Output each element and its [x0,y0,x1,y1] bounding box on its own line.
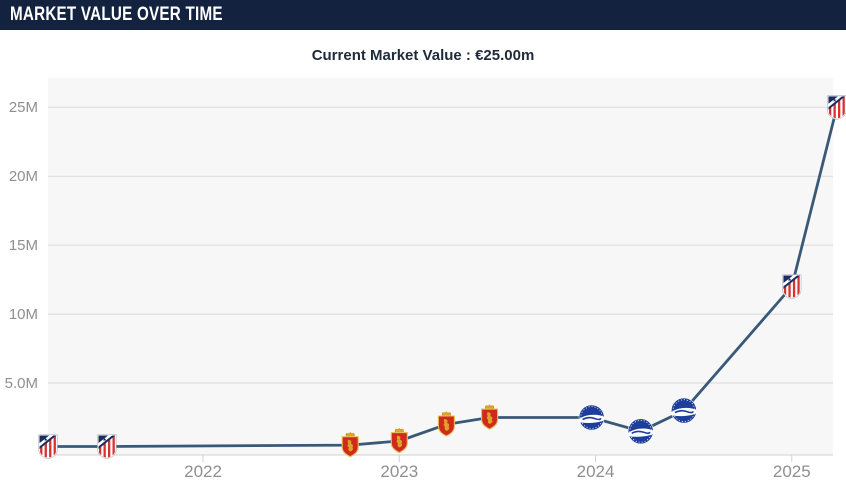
y-axis-label: 5.0M [5,375,38,392]
y-axis-label: 20M [9,168,38,185]
x-axis-label: 2023 [380,462,418,481]
crest-alaves-marker[interactable] [627,417,655,445]
crest-atletico-marker[interactable] [98,435,117,459]
panel-title: MARKET VALUE OVER TIME [10,4,223,25]
crest-atletico-marker[interactable] [39,435,58,459]
crest-alaves-marker[interactable] [670,397,698,425]
y-axis-label: 25M [9,99,38,116]
crest-alaves-marker[interactable] [578,404,605,431]
y-axis-label: 15M [9,237,38,254]
x-axis-label: 2025 [773,462,811,481]
market-value-chart: 5.0M 10M 15M 20M 25M 2022 2023 2024 2025 [5,78,846,481]
current-market-value-label: Current Market Value : €25.00m [311,47,535,64]
crest-atletico-marker[interactable] [828,95,846,119]
x-axis-label: 2022 [184,462,222,481]
plot-area [48,78,833,455]
y-axis-label: 10M [9,306,38,323]
x-axis-label: 2024 [577,462,615,481]
panel-header: MARKET VALUE OVER TIME [0,0,846,30]
crest-atletico-marker[interactable] [783,275,802,299]
